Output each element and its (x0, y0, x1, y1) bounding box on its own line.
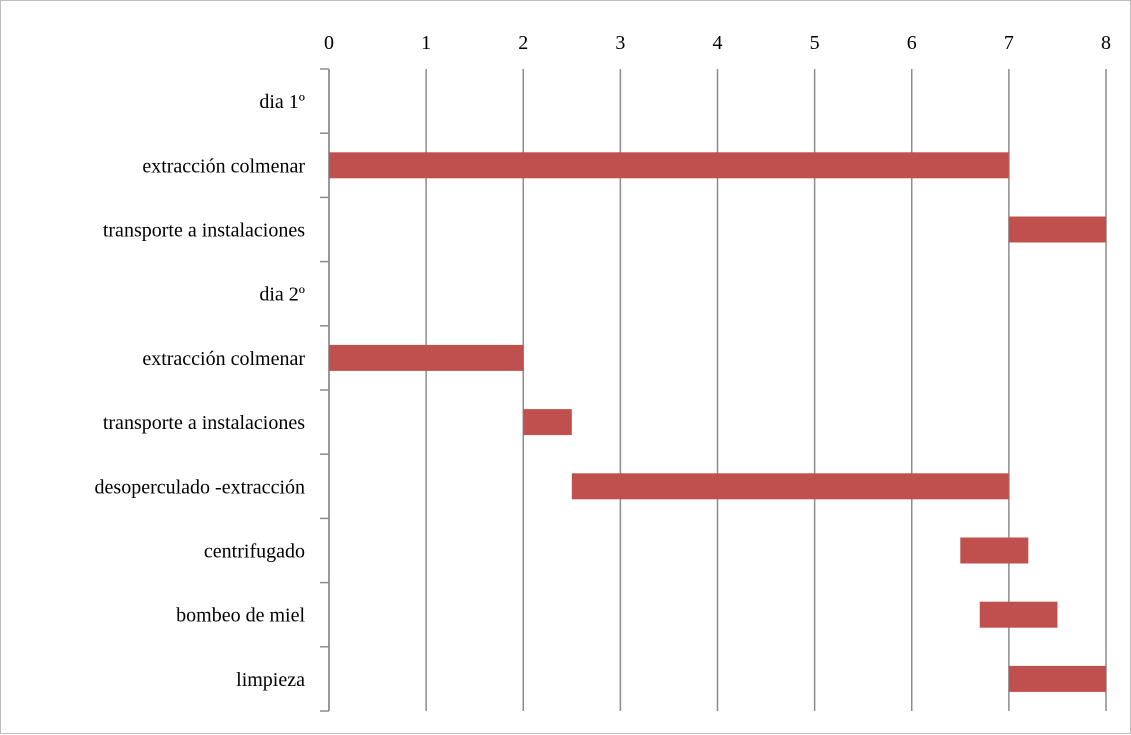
gantt-bar (1008, 665, 1106, 692)
category-label: extracción colmenar (142, 155, 305, 177)
x-tick-label: 3 (615, 32, 625, 54)
category-label: dia 1º (259, 91, 305, 113)
category-label: bombeo de miel (176, 605, 305, 627)
x-tick-label: 7 (1004, 32, 1014, 54)
gantt-bar (979, 601, 1058, 628)
gantt-bar (329, 344, 524, 371)
gantt-bar (329, 152, 1009, 179)
gantt-bar (571, 473, 1009, 500)
x-tick-label: 6 (907, 32, 917, 54)
category-label: transporte a instalaciones (103, 220, 305, 242)
category-label: limpieza (236, 669, 305, 691)
x-tick-label: 5 (810, 32, 820, 54)
category-label: transporte a instalaciones (103, 412, 305, 434)
category-label: centrifugado (204, 541, 305, 563)
gantt-bar (523, 409, 572, 436)
gantt-bar (1008, 216, 1106, 243)
gantt-bar (960, 537, 1029, 564)
x-tick-label: 0 (324, 32, 334, 54)
category-label: desoperculado -extracción (95, 476, 305, 498)
x-tick-label: 4 (713, 32, 723, 54)
x-tick-label: 2 (518, 32, 528, 54)
x-tick-label: 8 (1101, 32, 1111, 54)
category-label: dia 2º (259, 284, 305, 306)
x-tick-label: 1 (421, 32, 431, 54)
category-label: extracción colmenar (142, 348, 305, 370)
